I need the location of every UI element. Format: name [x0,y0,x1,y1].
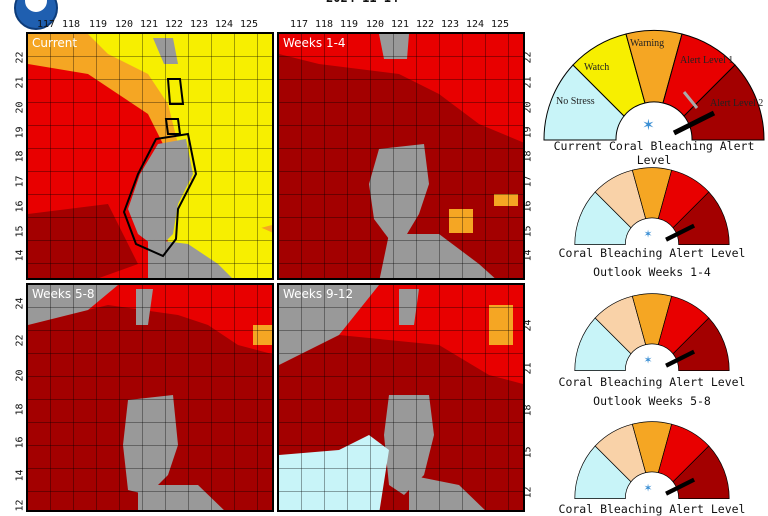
alert-gauge-weeks-9-12: ✶ [574,421,730,499]
longitude-axis: 117 118 119 120 121 122 123 124 125 117 … [0,19,540,31]
map-weeks-1-4 [279,34,523,278]
map-panel-current: Current [26,32,274,280]
gauge-caption-weeks-9-12: Coral Bleaching Alert Level [558,502,746,516]
level-alert-2: Alert Level 2 [710,98,763,109]
lat-tick: 16 [14,200,26,213]
level-alert-1: Alert Level 1 [680,55,733,66]
coral-icon: ✶ [644,226,652,241]
lat-tick: 22 [14,334,26,347]
lat-tick: 20 [14,101,26,114]
lon-tick: 118 [61,19,81,30]
map-panel-weeks-9-12: Weeks 9-12 [277,283,525,512]
lon-tick: 120 [365,19,385,30]
noaa-logo [14,0,58,30]
lat-tick: 18 [14,403,26,416]
graticule [28,285,272,510]
lat-tick: 21 [14,76,26,89]
lon-tick: 124 [214,19,234,30]
lon-tick: 123 [189,19,209,30]
lon-tick: 125 [239,19,259,30]
lat-tick: 12 [14,499,26,512]
map-current [28,34,272,278]
graticule [279,34,523,278]
gauge-caption-weeks-1-4: Coral Bleaching Alert Level [558,246,746,260]
lon-tick: 118 [314,19,334,30]
alert-gauge-weeks-1-4: ✶ [574,167,730,245]
lat-tick: 15 [14,225,26,238]
lon-tick: 119 [88,19,108,30]
lat-tick: 17 [14,175,26,188]
lat-tick: 18 [14,150,26,163]
coral-icon: ✶ [644,480,652,495]
lat-tick: 22 [14,51,26,64]
panel-title-weeks-1-4: Weeks 1-4 [283,36,346,50]
graticule [28,34,272,278]
lat-tick: 14 [14,469,26,482]
gauge-caption-current: Current Coral Bleaching Alert Level [553,139,755,167]
map-weeks-5-8 [28,285,272,510]
panel-title-weeks-5-8: Weeks 5-8 [32,287,95,301]
lon-tick: 124 [465,19,485,30]
lon-tick: 122 [164,19,184,30]
lon-tick: 117 [36,19,56,30]
lon-tick: 122 [415,19,435,30]
lon-tick: 120 [114,19,134,30]
lon-tick: 123 [440,19,460,30]
lon-tick: 119 [339,19,359,30]
level-watch: Watch [584,62,609,73]
lat-tick: 14 [14,249,26,262]
coral-icon: ✶ [644,352,652,367]
coral-icon: ✶ [643,114,654,135]
graticule [279,285,523,510]
level-warning: Warning [630,38,664,49]
alert-gauge-weeks-5-8: ✶ [574,293,730,371]
map-weeks-9-12 [279,285,523,510]
lat-tick: 16 [14,436,26,449]
panel-title-current: Current [32,36,78,50]
alert-gauge-current: No Stress Watch Warning Alert Level 1 Al… [543,29,765,141]
gauge-caption-weeks-5-8: Coral Bleaching Alert Level [558,375,746,389]
lon-tick: 121 [390,19,410,30]
level-no-stress: No Stress [556,96,595,107]
lat-tick: 24 [14,297,26,310]
date-title: 2024-11-14 [326,0,398,5]
map-panel-weeks-1-4: Weeks 1-4 [277,32,525,280]
gauge-caption-2-weeks-1-4: Outlook Weeks 1-4 [593,265,711,279]
lon-tick: 121 [139,19,159,30]
map-panel-weeks-5-8: Weeks 5-8 [26,283,274,512]
panel-title-weeks-9-12: Weeks 9-12 [283,287,354,301]
gauge-caption-2-weeks-5-8: Outlook Weeks 5-8 [593,394,711,408]
lon-tick: 125 [490,19,510,30]
lat-tick: 20 [14,369,26,382]
lon-tick: 117 [289,19,309,30]
lat-tick: 19 [14,126,26,139]
